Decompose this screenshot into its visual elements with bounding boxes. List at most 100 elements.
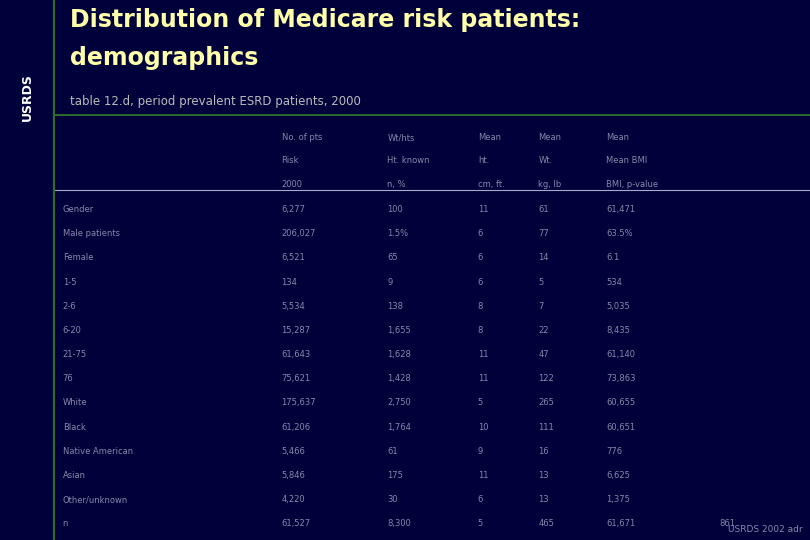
Text: 2000: 2000 <box>282 180 303 188</box>
Text: 11: 11 <box>478 471 488 480</box>
Text: 5: 5 <box>478 399 483 407</box>
Text: 65: 65 <box>387 253 398 262</box>
Text: 6: 6 <box>478 253 484 262</box>
Text: 73,863: 73,863 <box>606 374 636 383</box>
Text: Mean BMI: Mean BMI <box>606 157 647 165</box>
Text: 100: 100 <box>387 205 403 214</box>
Text: 47: 47 <box>538 350 549 359</box>
Text: Wt/hts: Wt/hts <box>387 133 415 142</box>
Text: Wt.: Wt. <box>538 157 552 165</box>
Text: 6,277: 6,277 <box>282 205 305 214</box>
Text: 13: 13 <box>538 471 549 480</box>
Text: 1,628: 1,628 <box>387 350 411 359</box>
Text: 10: 10 <box>478 423 488 431</box>
Text: White: White <box>62 399 87 407</box>
Text: Female: Female <box>62 253 93 262</box>
Text: 15,287: 15,287 <box>282 326 311 335</box>
Text: Mean: Mean <box>538 133 561 142</box>
Text: 76: 76 <box>62 374 74 383</box>
Text: 6: 6 <box>478 495 484 504</box>
Text: 206,027: 206,027 <box>282 230 316 238</box>
Text: 13: 13 <box>538 495 549 504</box>
Text: 8,435: 8,435 <box>606 326 630 335</box>
Text: Black: Black <box>62 423 86 431</box>
Text: 60,655: 60,655 <box>606 399 635 407</box>
Text: Other/unknown: Other/unknown <box>62 495 128 504</box>
Text: 776: 776 <box>606 447 622 456</box>
Text: 861: 861 <box>719 519 735 528</box>
Text: 6,521: 6,521 <box>282 253 305 262</box>
Text: 534: 534 <box>606 278 622 287</box>
Text: 11: 11 <box>478 374 488 383</box>
Text: 61,527: 61,527 <box>282 519 311 528</box>
Text: 134: 134 <box>282 278 297 287</box>
Text: Ht. known: Ht. known <box>387 157 430 165</box>
Text: No. of pts: No. of pts <box>282 133 322 142</box>
Text: 1,655: 1,655 <box>387 326 411 335</box>
Text: 4,220: 4,220 <box>282 495 305 504</box>
Text: 61,471: 61,471 <box>606 205 635 214</box>
Text: 1-5: 1-5 <box>62 278 76 287</box>
Text: Distribution of Medicare risk patients:: Distribution of Medicare risk patients: <box>70 8 581 32</box>
Text: 2-6: 2-6 <box>62 302 76 310</box>
Text: 7: 7 <box>538 302 544 310</box>
Text: 5,035: 5,035 <box>606 302 630 310</box>
Text: kg, lb: kg, lb <box>538 180 561 188</box>
Text: 8: 8 <box>478 326 484 335</box>
Text: Risk: Risk <box>282 157 299 165</box>
Text: 5: 5 <box>538 278 544 287</box>
Text: 6: 6 <box>478 230 484 238</box>
Text: BMI, p-value: BMI, p-value <box>606 180 659 188</box>
Text: 9: 9 <box>478 447 483 456</box>
Text: 61,671: 61,671 <box>606 519 635 528</box>
Text: 1,375: 1,375 <box>606 495 630 504</box>
Text: 11: 11 <box>478 350 488 359</box>
Text: Gender: Gender <box>62 205 94 214</box>
Text: 122: 122 <box>538 374 554 383</box>
Text: 6,625: 6,625 <box>606 471 630 480</box>
Text: 1.5%: 1.5% <box>387 230 408 238</box>
Text: 30: 30 <box>387 495 398 504</box>
Text: 6-20: 6-20 <box>62 326 82 335</box>
Text: USRDS 2002 adr: USRDS 2002 adr <box>728 525 803 534</box>
Text: 9: 9 <box>387 278 393 287</box>
Text: 1,428: 1,428 <box>387 374 411 383</box>
Text: 60,651: 60,651 <box>606 423 635 431</box>
Text: 61,206: 61,206 <box>282 423 311 431</box>
Text: 5: 5 <box>478 519 483 528</box>
Text: 14: 14 <box>538 253 548 262</box>
Text: 21-75: 21-75 <box>62 350 87 359</box>
Text: Native American: Native American <box>62 447 133 456</box>
Text: 265: 265 <box>538 399 554 407</box>
Text: 175,637: 175,637 <box>282 399 316 407</box>
Text: 22: 22 <box>538 326 548 335</box>
Text: 138: 138 <box>387 302 403 310</box>
Text: 61,643: 61,643 <box>282 350 311 359</box>
Text: 77: 77 <box>538 230 549 238</box>
Text: 11: 11 <box>478 205 488 214</box>
Text: ht.: ht. <box>478 157 489 165</box>
Text: 61,140: 61,140 <box>606 350 635 359</box>
Text: 175: 175 <box>387 471 403 480</box>
Text: demographics: demographics <box>70 46 258 70</box>
Text: Mean: Mean <box>606 133 629 142</box>
Text: Asian: Asian <box>62 471 86 480</box>
Text: 111: 111 <box>538 423 554 431</box>
Text: USRDS: USRDS <box>21 73 34 121</box>
Text: 465: 465 <box>538 519 554 528</box>
Text: Male patients: Male patients <box>62 230 120 238</box>
Text: 6: 6 <box>478 278 484 287</box>
Text: 2,750: 2,750 <box>387 399 411 407</box>
Text: n, %: n, % <box>387 180 406 188</box>
Text: 8: 8 <box>478 302 484 310</box>
Text: 6.1: 6.1 <box>606 253 620 262</box>
Text: 5,846: 5,846 <box>282 471 305 480</box>
Text: 75,621: 75,621 <box>282 374 311 383</box>
Text: 61: 61 <box>538 205 549 214</box>
Text: 5,466: 5,466 <box>282 447 305 456</box>
Text: 61: 61 <box>387 447 398 456</box>
Text: 8,300: 8,300 <box>387 519 411 528</box>
Text: n: n <box>62 519 68 528</box>
Text: cm, ft.: cm, ft. <box>478 180 505 188</box>
Text: 63.5%: 63.5% <box>606 230 633 238</box>
